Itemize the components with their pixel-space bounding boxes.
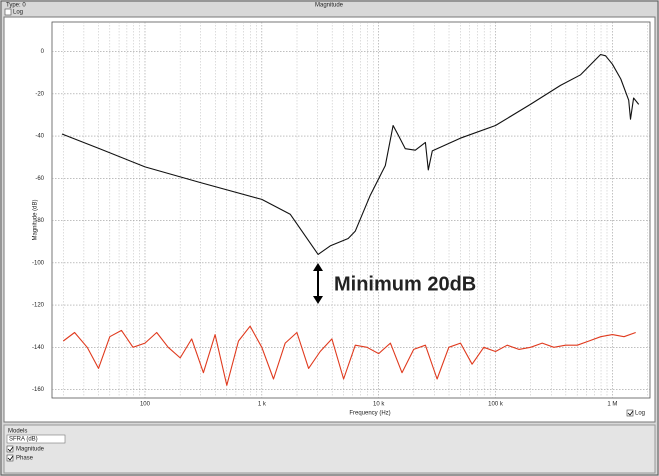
x-tick-label: 10 k xyxy=(373,402,385,408)
check-mark xyxy=(7,446,14,452)
y-tick-label: 0 xyxy=(41,49,45,55)
phase-option: Phase xyxy=(16,456,34,462)
models-panel xyxy=(3,424,656,474)
type-label: Type: 0 xyxy=(6,3,26,9)
series-line xyxy=(62,325,636,386)
y-tick-label: -140 xyxy=(32,345,45,351)
model-select-value: SFRA (dB) xyxy=(9,437,38,443)
model-select[interactable] xyxy=(6,434,66,444)
y-tick-label: -60 xyxy=(35,176,44,182)
magnitude-option: Magnitude xyxy=(16,447,45,453)
x-axis-label: Frequency (Hz) xyxy=(349,411,390,417)
log-checkbox-top[interactable] xyxy=(4,8,12,16)
y-tick-label: -120 xyxy=(32,303,45,309)
phase-checkbox[interactable] xyxy=(6,454,14,462)
y-tick-label: -160 xyxy=(32,387,45,393)
log-bottom-label: Log xyxy=(635,411,645,417)
y-axis-label: Magnitude (dB) xyxy=(33,199,39,240)
y-tick-label: -100 xyxy=(32,260,45,266)
chart: 0 -20 -40 -60 -80 -100 -120 -140 -160 100 1 k 10 k 1… xyxy=(32,22,650,408)
log-checkbox-bottom[interactable] xyxy=(626,409,634,417)
check-mark xyxy=(627,410,634,416)
y-tick-label: -80 xyxy=(35,218,44,224)
log-top-label: Log xyxy=(13,10,23,16)
models-title: Models xyxy=(8,429,27,435)
magnitude-checkbox[interactable] xyxy=(6,445,14,453)
plot-area xyxy=(51,21,651,399)
x-tick-label: 1 k xyxy=(258,402,267,408)
x-tick-label: 1 M xyxy=(607,402,617,408)
check-mark xyxy=(7,455,14,461)
series-line xyxy=(61,53,640,255)
annotation: Minimum 20dB xyxy=(334,273,476,295)
x-tick-label: 100 xyxy=(140,402,151,408)
y-tick-label: -20 xyxy=(35,91,44,97)
y-tick-label: -40 xyxy=(35,134,44,140)
x-tick-label: 100 k xyxy=(488,402,504,408)
chart-title: Magnitude xyxy=(315,3,344,9)
